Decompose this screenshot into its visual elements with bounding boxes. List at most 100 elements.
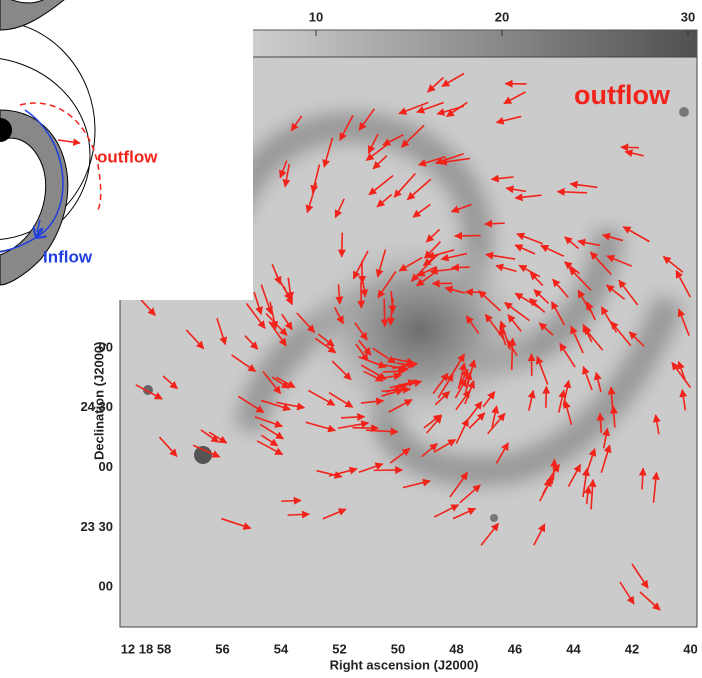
inset: outflow Inflow <box>0 0 253 300</box>
vector-arrow <box>455 418 469 445</box>
vector-arrow <box>449 471 469 498</box>
vector-arrow <box>287 510 310 519</box>
vector-arrow <box>452 507 477 520</box>
vector-arrow <box>307 389 336 406</box>
x-tick-label: 44 <box>566 641 581 656</box>
y-tick-label: 00 <box>99 459 113 474</box>
vector-arrow <box>482 391 496 408</box>
colorbar-tick-label: 30 <box>681 9 695 24</box>
vector-arrow <box>556 187 588 196</box>
vector-arrow <box>544 463 561 486</box>
vector-arrow <box>231 354 257 373</box>
vector-arrow <box>620 143 640 152</box>
vector-arrow <box>467 401 483 420</box>
vector-arrow <box>485 251 516 260</box>
vector-arrow <box>542 385 551 408</box>
vector-arrow <box>679 388 688 411</box>
vector-arrow <box>495 263 517 273</box>
vector-arrow <box>468 412 486 429</box>
vector-arrow <box>622 226 650 243</box>
vector-arrow <box>328 392 354 408</box>
vector-arrow <box>389 447 411 464</box>
vector-arrow <box>619 581 635 605</box>
vector-arrow <box>337 420 370 430</box>
vector-arrow <box>290 115 303 132</box>
vector-arrow <box>367 133 379 154</box>
vector-arrow <box>423 414 442 429</box>
vector-arrow <box>381 385 411 394</box>
vector-arrow <box>416 266 437 277</box>
vector-arrow <box>333 307 344 325</box>
vector-arrow <box>339 114 354 142</box>
y-tick-label: 24 30 <box>80 399 113 414</box>
vector-arrow <box>426 249 455 260</box>
vector-arrow <box>440 252 468 262</box>
vector-arrow <box>253 291 263 315</box>
vector-arrow <box>444 285 466 294</box>
vector-arrow <box>305 182 318 214</box>
vector-arrow <box>437 373 454 399</box>
vector-arrow <box>605 284 626 300</box>
vector-arrow <box>601 233 624 242</box>
vector-arrow <box>588 478 597 510</box>
x-axis-label: Right ascension (J2000) <box>330 657 479 672</box>
vector-arrow <box>282 163 291 188</box>
vector-arrow <box>416 101 444 114</box>
vector-arrow <box>542 475 554 495</box>
vector-arrow <box>450 263 470 272</box>
vector-arrow <box>651 471 660 503</box>
vector-arrow <box>358 356 387 369</box>
vector-arrow <box>528 297 546 313</box>
vector-arrow <box>200 429 220 443</box>
vector-arrow <box>606 255 633 267</box>
vector-arrow <box>675 269 692 298</box>
vector-arrow <box>261 434 279 447</box>
vector-arrow <box>533 289 550 304</box>
vector-arrow <box>368 174 394 196</box>
vector-arrow <box>564 236 580 250</box>
vector-arrow <box>358 339 372 356</box>
vector-arrow <box>262 371 282 395</box>
colorbar-tick-label: 20 <box>495 9 509 24</box>
vector-arrow <box>464 371 473 393</box>
vector-arrow <box>381 387 404 397</box>
vector-arrow <box>244 335 259 350</box>
vector-arrow <box>582 467 590 498</box>
vector-arrow <box>550 458 559 481</box>
vector-arrow <box>314 337 337 354</box>
vector-arrow <box>216 318 228 346</box>
vector-arrow <box>392 360 419 370</box>
vector-arrow <box>503 91 526 105</box>
vector-arrow <box>406 178 432 201</box>
vector-arrow <box>569 180 598 189</box>
vector-arrow <box>260 399 292 412</box>
vector-arrow <box>639 591 661 611</box>
vector-arrow <box>504 301 530 322</box>
galaxy-image <box>119 56 698 628</box>
vector-arrow <box>388 398 413 413</box>
inset-inflow-label: Inflow <box>43 247 93 266</box>
x-tick-label: 12 18 58 <box>121 641 172 656</box>
vector-arrow <box>138 297 156 316</box>
vector-arrow <box>624 149 644 158</box>
vector-arrow <box>360 278 369 298</box>
vector-arrow <box>508 337 517 370</box>
vector-arrow <box>256 440 284 456</box>
vector-arrow <box>340 413 366 422</box>
vector-arrow <box>387 298 396 326</box>
vector-arrow <box>480 522 500 546</box>
vector-arrow <box>563 400 573 426</box>
vector-arrow <box>398 101 429 115</box>
vector-arrow <box>260 284 273 315</box>
vector-arrow <box>135 384 163 400</box>
y-axis-label: Declination (J2000) <box>91 342 106 461</box>
vector-arrow <box>495 442 509 464</box>
vector-arrow <box>484 219 505 228</box>
vector-arrow <box>586 301 596 321</box>
vector-arrow <box>618 279 639 306</box>
vector-arrow <box>450 203 472 214</box>
vector-arrow <box>567 463 582 487</box>
vector-arrow <box>552 278 569 298</box>
vector-arrow <box>425 228 441 243</box>
x-tick-label: 50 <box>391 641 405 656</box>
